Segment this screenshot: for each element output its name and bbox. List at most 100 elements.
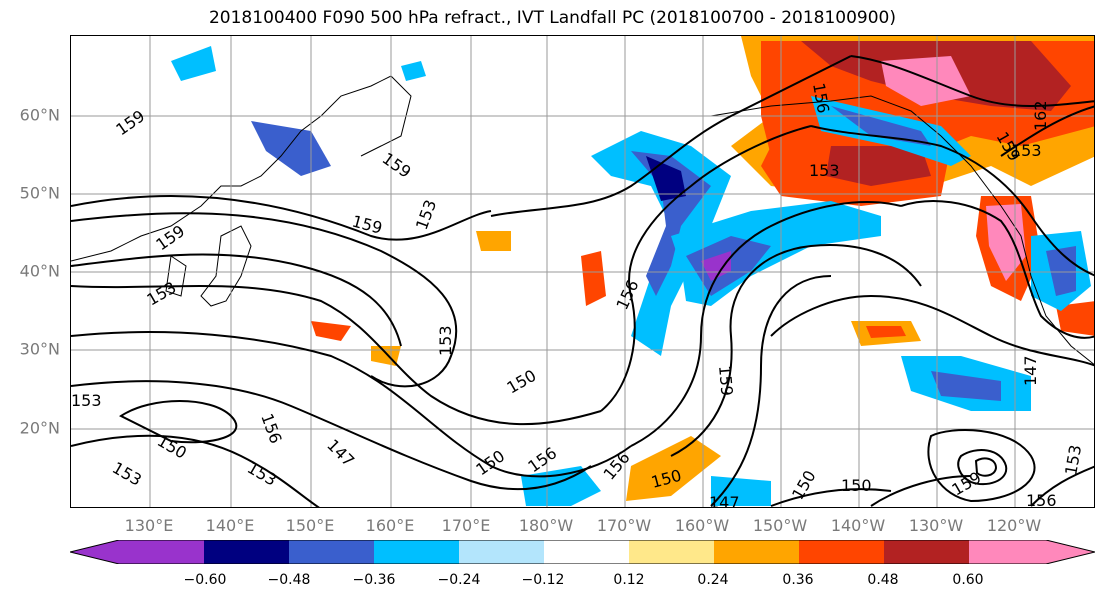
lat-label: 30°N <box>19 339 60 359</box>
colorbar-tick-label: −0.36 <box>352 572 396 588</box>
lat-label: 20°N <box>19 418 60 438</box>
contour-line <box>770 488 892 507</box>
contour-label: 153 <box>1011 141 1042 160</box>
shading-positive-gulf-2-core <box>826 146 931 186</box>
colorbar-tick-label: 0.36 <box>782 572 814 588</box>
contour-line <box>630 201 902 447</box>
colorbar-tick-label: −0.48 <box>267 572 311 588</box>
shading-positive-e <box>1056 301 1094 336</box>
lat-label: 40°N <box>19 261 60 281</box>
contour-label: 162 <box>1031 100 1050 131</box>
colorbar-segment <box>204 540 289 564</box>
shading-positive-pink-coast <box>986 204 1026 281</box>
contour-line <box>71 434 320 507</box>
contour-line <box>71 331 632 478</box>
contour-line <box>600 125 812 412</box>
height-contours <box>71 55 1094 507</box>
contour-label: 153 <box>109 458 145 490</box>
colorbar-segment <box>799 540 884 564</box>
map-title: 2018100400 F090 500 hPa refract., IVT La… <box>208 8 896 28</box>
contour-label: 153 <box>436 325 455 356</box>
colorbar-segment <box>374 540 459 564</box>
contour-label: 156 <box>257 411 285 446</box>
contour-line <box>900 200 1094 339</box>
colorbar-segment <box>119 540 204 564</box>
contour-line <box>71 285 602 426</box>
contour-line <box>71 212 458 388</box>
map-panel: 159 159 153 159 153 159 153 153 150 147 … <box>70 35 1095 508</box>
contour-label: 147 <box>709 493 740 508</box>
lon-label: 130°E <box>124 516 174 535</box>
colorbar-tick-label: 0.48 <box>867 572 899 588</box>
contour-label: 159 <box>350 212 384 238</box>
contour-line <box>770 294 1094 367</box>
contour-label: 159 <box>152 221 188 254</box>
contour-label: 156 <box>600 448 634 484</box>
colorbar-segment <box>289 540 374 564</box>
contour-line <box>71 253 402 347</box>
lon-label: 140°W <box>830 516 886 535</box>
shading-negative-mid-deep <box>701 251 731 281</box>
refractivity-shading <box>171 36 1094 506</box>
contour-line <box>850 55 1094 107</box>
contour-label: 153 <box>809 161 840 180</box>
colorbar-tick-label: 0.12 <box>613 572 645 588</box>
colorbar-segment <box>714 540 799 564</box>
coastline-namerica <box>1000 205 1094 366</box>
colorbar-segment <box>544 540 629 564</box>
shading-negative-nw2 <box>171 46 216 81</box>
contour-label: 150 <box>788 467 820 503</box>
shading-negative-n <box>401 61 426 81</box>
contour-line <box>974 457 998 477</box>
lon-label: 160°W <box>674 516 730 535</box>
colorbar-tick-label: −0.24 <box>437 572 481 588</box>
colorbar-tick-label: 0.60 <box>952 572 984 588</box>
gridlines <box>71 36 1094 507</box>
colorbar-tick-label: −0.60 <box>183 572 227 588</box>
lon-label: 160°E <box>365 516 415 535</box>
shading-positive-w1 <box>311 321 351 341</box>
contour-label: 153 <box>244 458 280 490</box>
contour-line <box>957 449 1008 486</box>
map-canvas: 159 159 153 159 153 159 153 153 150 147 … <box>71 36 1094 508</box>
contour-label: 156 <box>1026 491 1057 508</box>
colorbar-tick-label: 0.24 <box>697 572 729 588</box>
lon-label: 170°E <box>441 516 491 535</box>
colorbar-segment <box>884 540 969 564</box>
shading-positive-s <box>626 436 721 501</box>
lon-label: 180°W <box>518 516 574 535</box>
coastline-korea <box>165 255 187 297</box>
coastline-japan <box>200 225 252 307</box>
contour-label: 153 <box>71 391 102 410</box>
contour-label: 156 <box>612 277 642 313</box>
contour-label: 159 <box>112 106 148 139</box>
contour-line <box>710 275 832 507</box>
contour-line <box>927 429 1036 503</box>
contour-line <box>870 475 972 507</box>
lon-label: 120°W <box>986 516 1042 535</box>
shading-negative-nw <box>251 121 331 176</box>
contour-label: 150 <box>472 446 508 479</box>
contour-label: 153 <box>144 278 180 310</box>
shading-positive-mid <box>581 251 606 306</box>
lon-label: 170°W <box>596 516 652 535</box>
shading-negative-s2 <box>711 476 771 506</box>
contour-line <box>1000 105 1094 157</box>
shading-positive-se-core <box>866 326 906 338</box>
colorbar-segment <box>629 540 714 564</box>
shading-negative-se-core <box>931 371 1001 401</box>
lat-label: 50°N <box>19 183 60 203</box>
contour-line <box>71 380 592 491</box>
contour-line <box>1030 465 1094 507</box>
contour-label: 147 <box>323 435 358 470</box>
contour-line <box>670 244 922 457</box>
colorbar-segment <box>459 540 544 564</box>
lon-label: 150°E <box>285 516 335 535</box>
coastline-asia <box>71 75 412 262</box>
colorbar-segment <box>1046 540 1095 564</box>
contour-label: 150 <box>841 476 872 495</box>
contour-label: 153 <box>412 197 440 232</box>
contour-line <box>71 195 492 241</box>
colorbar <box>70 540 1095 564</box>
colorbar-segment <box>70 540 119 564</box>
